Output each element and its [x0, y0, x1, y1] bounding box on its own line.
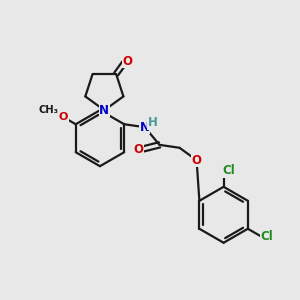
Text: H: H — [148, 116, 158, 129]
Text: O: O — [59, 112, 68, 122]
Text: N: N — [99, 104, 110, 117]
Text: O: O — [133, 143, 143, 156]
Text: N: N — [140, 121, 150, 134]
Text: Cl: Cl — [222, 164, 235, 177]
Text: O: O — [122, 55, 133, 68]
Text: Cl: Cl — [260, 230, 273, 243]
Text: O: O — [192, 154, 202, 167]
Text: CH₃: CH₃ — [39, 104, 59, 115]
